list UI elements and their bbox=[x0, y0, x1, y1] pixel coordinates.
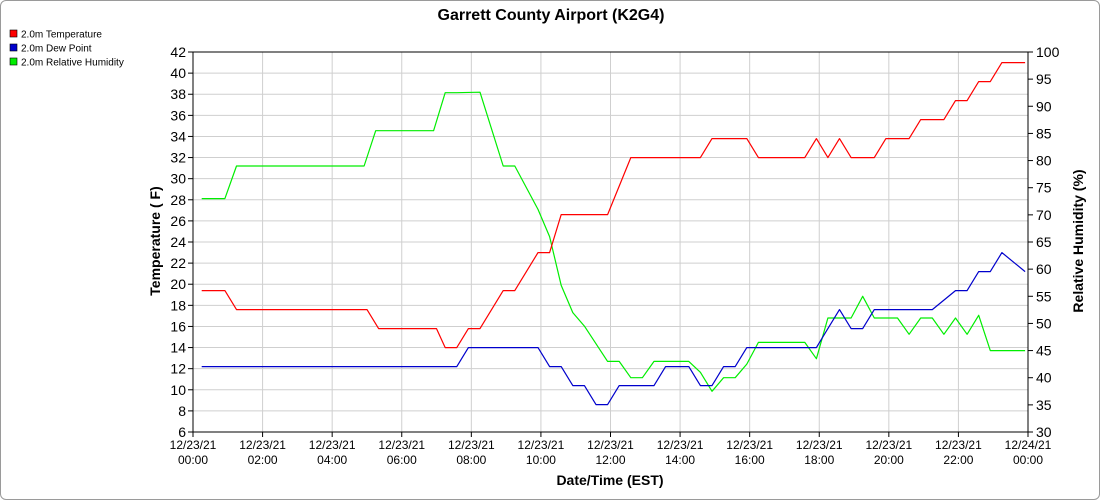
right-tick-label: 60 bbox=[1036, 261, 1052, 277]
x-tick-time: 22:00 bbox=[943, 453, 973, 467]
x-tick-date: 12/23/21 bbox=[796, 438, 843, 452]
right-tick-label: 35 bbox=[1036, 397, 1052, 413]
x-tick-time: 08:00 bbox=[456, 453, 486, 467]
left-tick-label: 42 bbox=[170, 44, 186, 60]
series-line-2-0m-dew-point bbox=[201, 252, 1026, 406]
left-tick-label: 34 bbox=[170, 128, 186, 144]
left-tick-label: 24 bbox=[170, 234, 186, 250]
right-tick-label: 80 bbox=[1036, 153, 1052, 169]
left-tick-label: 6 bbox=[178, 424, 186, 440]
x-tick-time: 04:00 bbox=[317, 453, 347, 467]
chart-title: Garrett County Airport (K2G4) bbox=[438, 7, 665, 24]
left-tick-label: 18 bbox=[170, 297, 186, 313]
y-axis-label-right: Relative Humidity (%) bbox=[1070, 169, 1086, 312]
y-axis-label-left: Temperature ( F) bbox=[147, 186, 163, 295]
x-tick-date: 12/23/21 bbox=[657, 438, 704, 452]
left-tick-label: 20 bbox=[170, 276, 186, 292]
x-tick-date: 12/23/21 bbox=[448, 438, 495, 452]
series-line-2-0m-temperature bbox=[201, 61, 1026, 349]
legend-label: 2.0m Relative Humidity bbox=[21, 58, 124, 69]
x-tick-time: 20:00 bbox=[874, 453, 904, 467]
left-tick-label: 36 bbox=[170, 107, 186, 123]
left-tick-label: 38 bbox=[170, 86, 186, 102]
series-line-2-0m-relative-humidity bbox=[201, 91, 1026, 392]
x-tick-time: 06:00 bbox=[387, 453, 417, 467]
x-tick-date: 12/23/21 bbox=[518, 438, 565, 452]
x-tick-time: 00:00 bbox=[1013, 453, 1043, 467]
x-axis-label: Date/Time (EST) bbox=[556, 472, 663, 488]
x-tick-time: 02:00 bbox=[248, 453, 278, 467]
right-tick-label: 85 bbox=[1036, 125, 1052, 141]
grid bbox=[192, 51, 1029, 433]
right-tick-label: 70 bbox=[1036, 207, 1052, 223]
right-axis-ticks: 30 35 40 45 50 55 60 65 70 75 80 85 90 95 100 bbox=[1028, 44, 1060, 440]
legend-label: 2.0m Temperature bbox=[21, 30, 102, 41]
x-tick-date: 12/23/21 bbox=[309, 438, 356, 452]
x-tick-date: 12/23/21 bbox=[935, 438, 982, 452]
legend-swatch bbox=[9, 43, 18, 52]
x-tick-time: 12:00 bbox=[595, 453, 625, 467]
left-tick-label: 26 bbox=[170, 213, 186, 229]
x-axis-ticks: 12/23/2100:0012/23/2102:0012/23/2104:001… bbox=[170, 432, 1052, 467]
right-tick-label: 95 bbox=[1036, 71, 1052, 87]
x-tick-time: 14:00 bbox=[665, 453, 695, 467]
x-tick-date: 12/23/21 bbox=[170, 438, 217, 452]
left-tick-label: 40 bbox=[170, 65, 186, 81]
left-tick-label: 12 bbox=[170, 361, 186, 377]
x-tick-date: 12/24/21 bbox=[1005, 438, 1052, 452]
left-tick-label: 16 bbox=[170, 318, 186, 334]
legend: 2.0m Temperature 2.0m Dew Point 2.0m Relat… bbox=[9, 29, 124, 69]
x-tick-time: 00:00 bbox=[178, 453, 208, 467]
legend-label: 2.0m Dew Point bbox=[21, 44, 92, 55]
right-tick-label: 50 bbox=[1036, 315, 1052, 331]
right-tick-label: 100 bbox=[1036, 44, 1060, 60]
x-tick-time: 18:00 bbox=[804, 453, 834, 467]
legend-swatch bbox=[9, 57, 18, 66]
left-tick-label: 28 bbox=[170, 192, 186, 208]
left-axis-ticks: 6 8 10 12 14 16 18 20 22 24 26 28 30 32 34 36 38 40 42 bbox=[170, 44, 193, 440]
right-tick-label: 55 bbox=[1036, 288, 1052, 304]
right-tick-label: 65 bbox=[1036, 234, 1052, 250]
x-tick-date: 12/23/21 bbox=[726, 438, 773, 452]
left-tick-label: 22 bbox=[170, 255, 186, 271]
series-layer bbox=[201, 61, 1026, 406]
right-tick-label: 75 bbox=[1036, 180, 1052, 196]
right-tick-label: 90 bbox=[1036, 98, 1052, 114]
x-tick-date: 12/23/21 bbox=[865, 438, 912, 452]
left-tick-label: 10 bbox=[170, 382, 186, 398]
right-tick-label: 40 bbox=[1036, 370, 1052, 386]
x-tick-time: 10:00 bbox=[526, 453, 556, 467]
x-tick-date: 12/23/21 bbox=[587, 438, 634, 452]
left-tick-label: 30 bbox=[170, 171, 186, 187]
left-tick-label: 14 bbox=[170, 340, 186, 356]
legend-swatch bbox=[9, 29, 18, 38]
right-tick-label: 30 bbox=[1036, 424, 1052, 440]
right-tick-label: 45 bbox=[1036, 343, 1052, 359]
x-tick-time: 16:00 bbox=[735, 453, 765, 467]
left-tick-label: 8 bbox=[178, 403, 186, 419]
left-tick-label: 32 bbox=[170, 150, 186, 166]
x-tick-date: 12/23/21 bbox=[239, 438, 286, 452]
x-tick-date: 12/23/21 bbox=[378, 438, 425, 452]
